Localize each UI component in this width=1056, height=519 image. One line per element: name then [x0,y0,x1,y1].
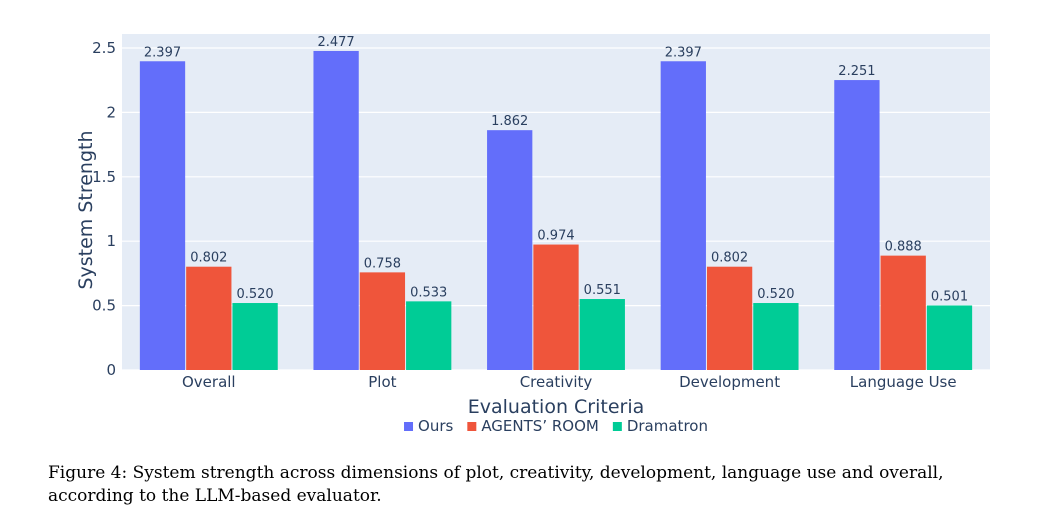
legend-label: Dramatron [627,417,708,435]
bar-value-label: 2.397 [665,45,702,60]
legend-label: AGENTS’ ROOM [481,417,599,435]
bar-value-labels: 2.397 0.802 0.520 2.477 0.758 0.533 1.862 0.974… [144,35,968,305]
bar-value-label: 2.477 [317,35,354,50]
x-tick-label: Overall [182,373,236,391]
bar-value-label: 0.802 [190,251,227,266]
x-axis-title: Evaluation Criteria [468,396,645,418]
bar [533,244,579,370]
bar-value-label: 0.533 [410,285,447,300]
y-axis-ticks: 0 0.5 1 1.5 2 2.5 [92,39,116,379]
bar [753,303,799,370]
bar-chart: 0 0.5 1 1.5 2 2.5 2.397 0.802 0.520 2.477 0.758 0.… [75,34,990,435]
legend-item[interactable]: Dramatron [612,417,708,435]
x-tick-label: Creativity [520,373,593,391]
bar-value-label: 0.501 [931,289,968,304]
bar [834,80,880,370]
bar-value-label: 0.520 [236,287,273,302]
bar [186,266,232,370]
bar [406,301,452,370]
y-tick-label: 1.5 [92,168,116,186]
bar [706,266,753,370]
bar-value-label: 0.888 [885,240,922,255]
bar-value-label: 0.758 [364,256,401,271]
legend-swatch [404,422,414,431]
x-tick-label: Plot [368,373,396,391]
bar-value-label: 0.520 [757,287,794,302]
legend-item[interactable]: Ours [404,417,454,435]
bar [139,61,186,371]
y-tick-label: 1 [106,232,116,250]
bar [579,299,625,370]
bar-value-label: 0.974 [537,229,574,244]
bar [359,272,406,370]
legend-swatch [467,422,477,431]
bar-value-label: 0.551 [584,283,621,298]
y-tick-label: 0.5 [92,297,116,315]
legend-item[interactable]: AGENTS’ ROOM [467,417,599,435]
bar-value-label: 2.397 [144,45,181,60]
x-axis-ticks: Overall Plot Creativity Development Language… [182,373,957,391]
bar-value-label: 1.862 [491,114,528,129]
bar [487,130,533,370]
bar-value-label: 2.251 [838,64,875,79]
legend-label: Ours [418,417,453,435]
y-tick-label: 2 [106,103,116,121]
bar [926,305,973,370]
bar [660,61,706,371]
bar-value-label: 0.802 [711,251,748,266]
bar [232,303,278,370]
x-tick-label: Language Use [850,373,957,391]
y-axis-title: System Strength [75,130,97,289]
legend[interactable]: Ours AGENTS’ ROOM Dramatron [404,417,708,435]
bars [139,50,973,371]
y-tick-label: 2.5 [92,39,116,57]
bar [313,50,359,370]
legend-swatch [612,422,622,431]
bar [880,255,926,370]
x-tick-label: Development [679,373,780,391]
figure-caption: Figure 4: System strength across dimensi… [48,463,944,506]
y-tick-label: 0 [106,361,116,379]
